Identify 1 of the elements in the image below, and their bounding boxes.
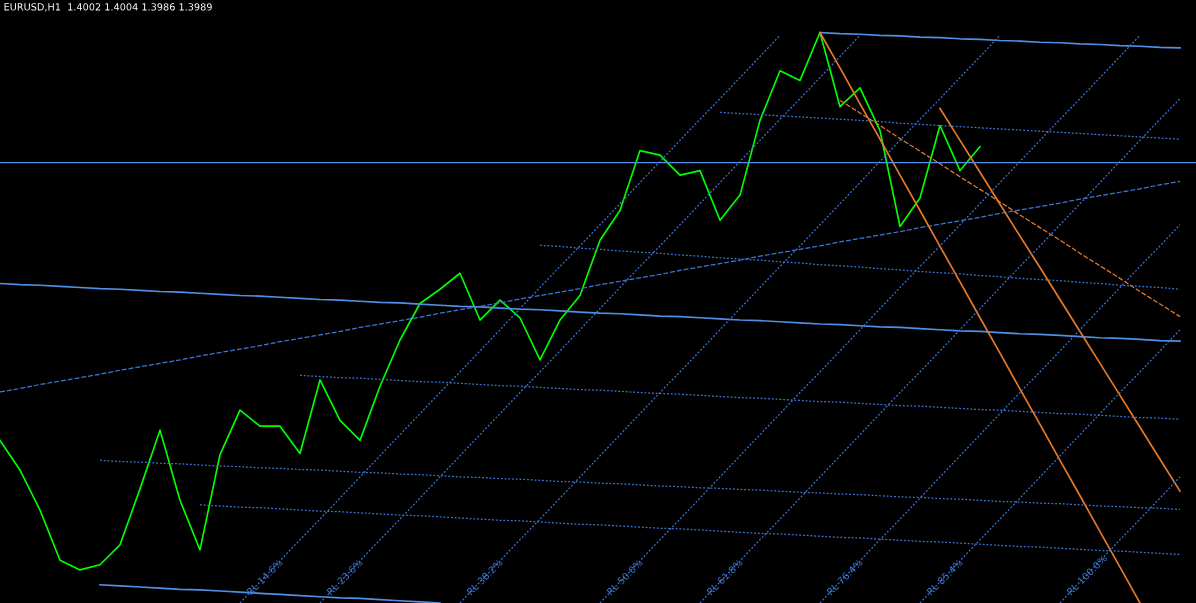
chart-title: EURUSD,H1 1.4002 1.4004 1.3986 1.3989 xyxy=(4,3,212,12)
